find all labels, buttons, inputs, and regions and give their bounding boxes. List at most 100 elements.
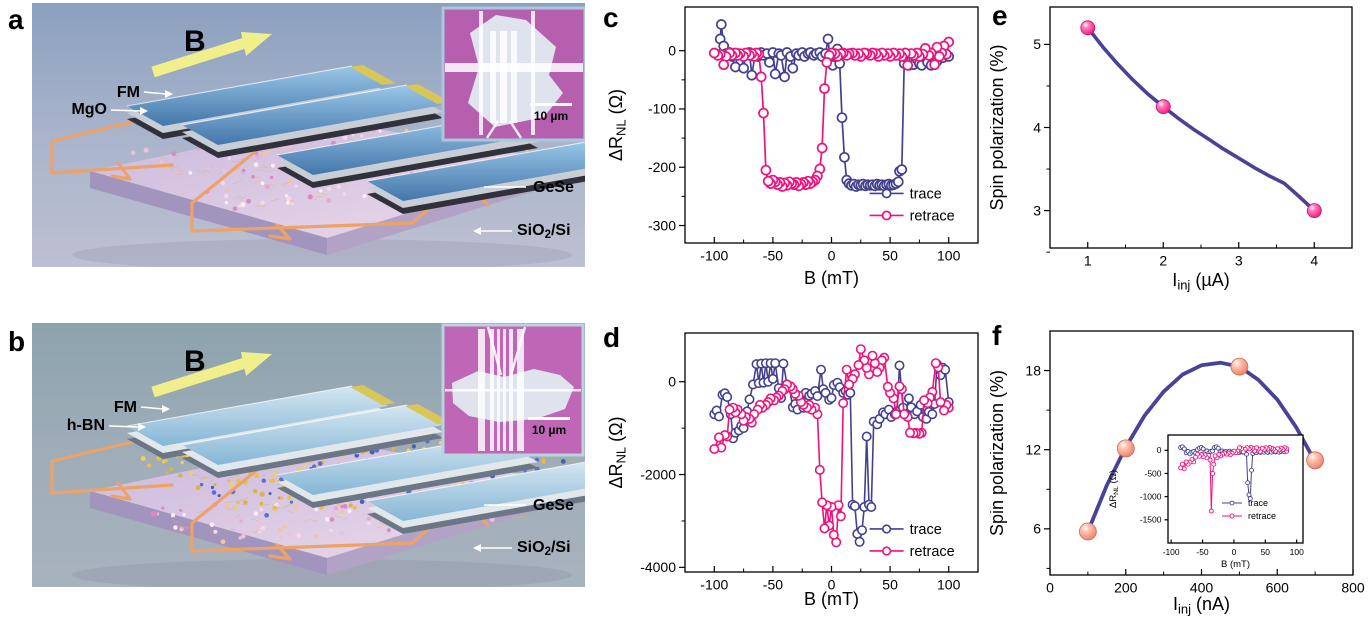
electrode <box>531 11 535 135</box>
svg-text:-100: -100 <box>700 577 728 593</box>
chart-e-spin-polarization: 1 2 3 4 3 4 5 Iinj (µA) Spin polarization (%) <box>990 6 1353 293</box>
label-sio2-si: SiO2/Si <box>473 539 571 558</box>
data-series <box>1080 20 1322 219</box>
gold-contact-pad <box>350 385 396 405</box>
x-axis-label: B (mT) <box>804 268 859 288</box>
data-series <box>708 19 955 192</box>
svg-text:GeSe: GeSe <box>533 497 574 514</box>
svg-text:12: 12 <box>1025 441 1041 457</box>
scale-bar <box>530 103 572 106</box>
svg-text:-2000: -2000 <box>640 466 676 482</box>
x-axis-label: B (mT) <box>1221 559 1250 570</box>
plot-area <box>1050 7 1352 248</box>
scale-label: 10 µm <box>534 109 568 123</box>
legend-label: retrace <box>910 544 955 560</box>
svg-text:0: 0 <box>1046 580 1054 596</box>
legend-label: retrace <box>1248 511 1276 521</box>
x-axis-label: Iinj (nA) <box>1173 594 1230 617</box>
field-label-B: B <box>184 25 206 58</box>
svg-text:-4000: -4000 <box>640 559 676 575</box>
fm-electrodes <box>126 385 585 534</box>
scale-bar <box>528 417 570 420</box>
svg-text:-1000: -1000 <box>1140 492 1162 502</box>
legend-label: trace <box>1248 498 1268 508</box>
svg-text:-50: -50 <box>763 577 783 593</box>
y-axis-label: Spin polarization (%) <box>990 44 1007 210</box>
panel-f-letter: f <box>992 320 1002 351</box>
svg-text:MgO: MgO <box>71 101 107 118</box>
panel-b-device-schematic: B FM h-BN GeSe SiO2/Si 10 µm <box>32 323 585 587</box>
legend-label: trace <box>910 522 942 538</box>
svg-text:-200: -200 <box>648 159 676 175</box>
x-axis-label: B (mT) <box>804 589 859 609</box>
label-fm: FM <box>114 399 170 416</box>
label-mgo: MgO <box>71 101 148 118</box>
y-axis-label: ΔRNL (Ω) <box>606 89 629 161</box>
svg-text:0: 0 <box>1232 547 1237 557</box>
legend: trace retrace <box>869 522 955 560</box>
svg-text:3: 3 <box>1235 253 1243 269</box>
electrode <box>479 11 483 135</box>
label-gese: GeSe <box>484 497 574 514</box>
label-hbn: h-BN <box>67 417 146 434</box>
panel-a-device-schematic: B FM MgO GeSe SiO2/Si 10 µm <box>32 3 585 267</box>
chart-f-inset: -100 -50 0 50 1000-500-1000-1500traceretrace… <box>1108 434 1304 570</box>
electrode <box>490 31 496 123</box>
panel-e-letter: e <box>992 0 1008 31</box>
label-gese: GeSe <box>484 179 574 196</box>
svg-text:400: 400 <box>1190 580 1214 596</box>
svg-text:4: 4 <box>1310 253 1318 269</box>
svg-text:-100: -100 <box>700 248 728 264</box>
svg-text:FM: FM <box>117 84 140 101</box>
svg-text:-1500: -1500 <box>1140 515 1162 525</box>
data-series <box>1079 357 1325 541</box>
svg-text:0: 0 <box>828 577 836 593</box>
y-axis-label: ΔRNL (Ω) <box>606 416 629 488</box>
magnetic-field-arrow: B <box>151 25 272 78</box>
svg-text:h-BN: h-BN <box>67 417 105 434</box>
svg-text:0: 0 <box>1157 445 1162 455</box>
label-sio2-si: SiO2/Si <box>473 222 571 241</box>
legend-label: trace <box>910 186 942 202</box>
svg-text:SiO2/Si: SiO2/Si <box>517 222 571 241</box>
optical-micrograph-inset: 10 µm <box>441 323 585 457</box>
data-series <box>1178 444 1290 514</box>
svg-text:-100: -100 <box>648 101 676 117</box>
chart-d-nonlocal-resistance: -100 -50 0 50 100 0 -2000 -4000 trace retrace B (m… <box>606 332 979 609</box>
svg-text:200: 200 <box>1114 580 1138 596</box>
gold-contact-pad <box>350 65 396 85</box>
panel-c-letter: c <box>603 2 619 33</box>
svg-text:2: 2 <box>1159 253 1167 269</box>
svg-text:18: 18 <box>1025 362 1041 378</box>
svg-text:50: 50 <box>1261 547 1271 557</box>
label-fm: FM <box>117 84 173 101</box>
svg-text:6: 6 <box>1033 521 1041 537</box>
svg-text:100: 100 <box>937 248 961 264</box>
svg-text:600: 600 <box>1266 580 1290 596</box>
svg-text:100: 100 <box>1290 547 1304 557</box>
svg-text:FM: FM <box>114 399 137 416</box>
svg-text:1: 1 <box>1084 253 1092 269</box>
gold-contact-pad <box>405 84 451 104</box>
svg-text:4: 4 <box>1033 119 1041 135</box>
svg-text:0: 0 <box>668 373 676 389</box>
svg-text:0: 0 <box>668 42 676 58</box>
svg-text:50: 50 <box>882 248 898 264</box>
svg-text:100: 100 <box>937 577 961 593</box>
svg-text:-100: -100 <box>1163 547 1180 557</box>
svg-text:0: 0 <box>828 248 836 264</box>
electrode <box>500 31 507 123</box>
legend: trace retrace <box>869 186 955 224</box>
svg-text:3: 3 <box>1033 202 1041 218</box>
x-axis-label: Iinj (µA) <box>1172 270 1229 293</box>
panel-d-letter: d <box>603 322 621 353</box>
y-axis-label: Spin polarization (%) <box>990 370 1007 536</box>
svg-text:800: 800 <box>1341 580 1365 596</box>
legend: trace retrace <box>1222 498 1276 521</box>
panel-b-letter: b <box>8 326 26 357</box>
gold-contact-pad <box>405 404 451 424</box>
optical-micrograph-inset: 10 µm <box>441 6 585 142</box>
svg-text:SiO2/Si: SiO2/Si <box>517 539 571 558</box>
scale-label: 10 µm <box>532 423 566 437</box>
